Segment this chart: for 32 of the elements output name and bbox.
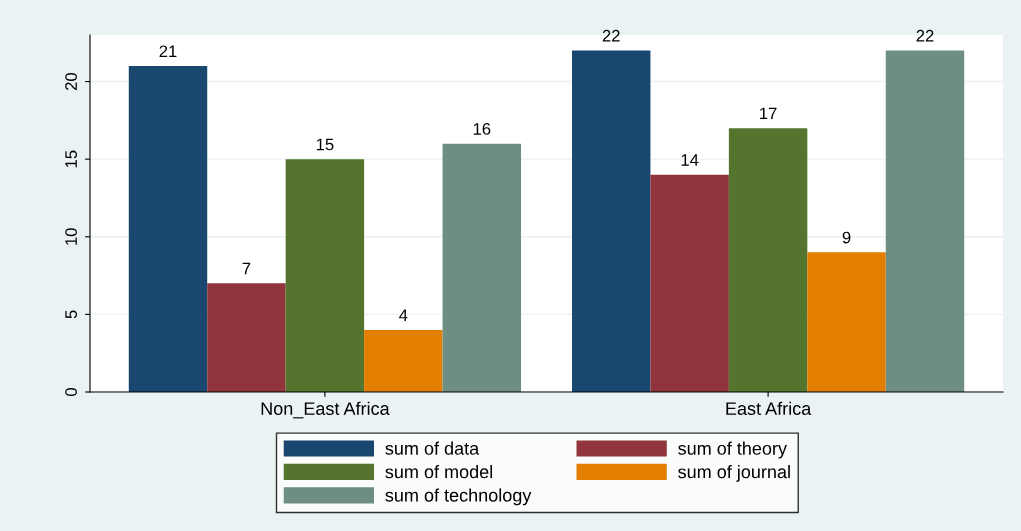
- y-tick-label: 0: [65, 388, 77, 396]
- bar: [807, 252, 886, 392]
- bar: [885, 50, 965, 392]
- data-label: 9: [842, 231, 851, 244]
- bar: [364, 329, 443, 392]
- data-label: 22: [602, 29, 620, 42]
- y-tick-label: 20: [65, 72, 77, 90]
- bar: [571, 50, 651, 392]
- data-label: 7: [242, 262, 251, 275]
- y-tick-label: 5: [65, 310, 77, 319]
- data-label: 17: [760, 107, 777, 120]
- bar: [442, 143, 522, 392]
- data-label: 4: [399, 309, 408, 321]
- legend-label: sum of journal: [678, 464, 790, 482]
- bar: [207, 283, 286, 392]
- legend-label: sum of data: [385, 441, 480, 455]
- y-tick-label: 10: [65, 228, 77, 245]
- legend-label: sum of model: [385, 464, 493, 479]
- bar: [128, 66, 208, 392]
- legend-label: sum of theory: [678, 441, 787, 459]
- bar: [285, 159, 365, 392]
- bar: [728, 128, 808, 392]
- x-tick-label: Non_East Africa: [261, 401, 390, 419]
- data-label: 15: [316, 138, 334, 151]
- data-label: 22: [916, 29, 934, 42]
- x-tick-label: East Africa: [726, 401, 812, 415]
- legend-label: sum of technology: [385, 488, 532, 506]
- bar: [650, 174, 729, 392]
- data-label: 21: [159, 45, 177, 58]
- data-label: 14: [681, 154, 699, 166]
- data-label: 16: [473, 123, 491, 135]
- y-tick-label: 15: [65, 150, 77, 168]
